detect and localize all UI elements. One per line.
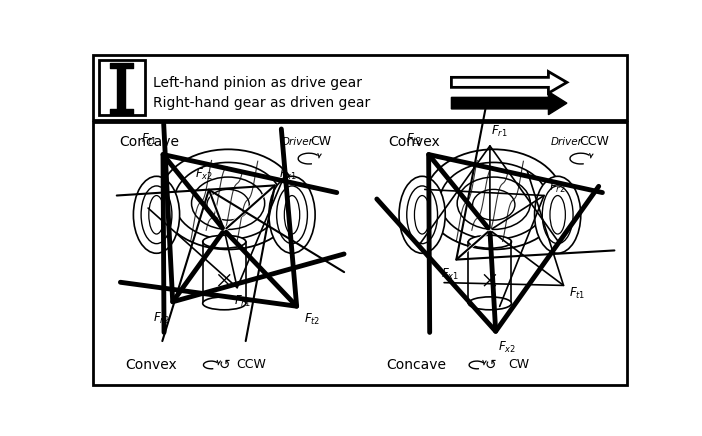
Bar xyxy=(99,60,145,116)
Text: $F_{r2}$: $F_{r2}$ xyxy=(153,311,169,326)
Text: $F_{t1}$: $F_{t1}$ xyxy=(569,286,586,301)
Ellipse shape xyxy=(277,186,307,244)
Text: Left-hand pinion as drive gear: Left-hand pinion as drive gear xyxy=(152,76,362,90)
Text: $F_{x1}$: $F_{x1}$ xyxy=(441,266,459,282)
Ellipse shape xyxy=(174,163,282,239)
Text: ↺: ↺ xyxy=(218,358,230,372)
Text: Concave: Concave xyxy=(386,358,446,372)
Text: $F_{r2}$: $F_{r2}$ xyxy=(550,181,566,195)
Bar xyxy=(93,55,627,120)
Ellipse shape xyxy=(425,150,563,249)
Ellipse shape xyxy=(550,195,565,234)
Ellipse shape xyxy=(468,297,512,310)
Ellipse shape xyxy=(149,195,164,234)
Ellipse shape xyxy=(133,176,180,253)
Text: $F_{t2}$: $F_{t2}$ xyxy=(304,312,320,327)
Ellipse shape xyxy=(399,176,445,253)
Text: $F_{x1}$: $F_{x1}$ xyxy=(279,167,297,182)
Text: Concave: Concave xyxy=(119,135,180,149)
Ellipse shape xyxy=(159,150,298,249)
Text: $F_{x2}$: $F_{x2}$ xyxy=(498,340,516,355)
Text: Driver: Driver xyxy=(551,136,583,146)
Ellipse shape xyxy=(472,189,515,220)
Ellipse shape xyxy=(207,189,249,220)
Text: Right-hand gear as driven gear: Right-hand gear as driven gear xyxy=(152,96,370,110)
Polygon shape xyxy=(451,72,567,93)
Text: Driver: Driver xyxy=(282,136,313,146)
Ellipse shape xyxy=(141,186,172,244)
Polygon shape xyxy=(451,92,567,115)
Ellipse shape xyxy=(203,297,246,310)
Text: $F_{x2}$: $F_{x2}$ xyxy=(195,167,213,181)
Ellipse shape xyxy=(457,177,530,229)
Ellipse shape xyxy=(468,235,512,248)
Ellipse shape xyxy=(534,176,581,253)
Text: $F_{t2}$: $F_{t2}$ xyxy=(406,132,423,147)
Bar xyxy=(93,122,627,385)
Ellipse shape xyxy=(414,195,430,234)
Ellipse shape xyxy=(542,186,573,244)
Text: Convex: Convex xyxy=(389,135,440,149)
Text: $F_{r1}$: $F_{r1}$ xyxy=(234,294,251,310)
Text: $F_{r1}$: $F_{r1}$ xyxy=(491,124,508,139)
Text: CW: CW xyxy=(509,358,530,371)
Ellipse shape xyxy=(203,235,246,248)
Text: CCW: CCW xyxy=(579,135,609,148)
Ellipse shape xyxy=(192,177,265,229)
Ellipse shape xyxy=(440,163,548,239)
Text: $F_{t1}$: $F_{t1}$ xyxy=(141,132,158,147)
Text: ↺: ↺ xyxy=(484,358,496,372)
Text: CW: CW xyxy=(310,135,331,148)
Ellipse shape xyxy=(406,186,437,244)
Text: CCW: CCW xyxy=(237,358,266,371)
Ellipse shape xyxy=(269,176,315,253)
Text: Convex: Convex xyxy=(125,358,177,372)
Ellipse shape xyxy=(284,195,300,234)
